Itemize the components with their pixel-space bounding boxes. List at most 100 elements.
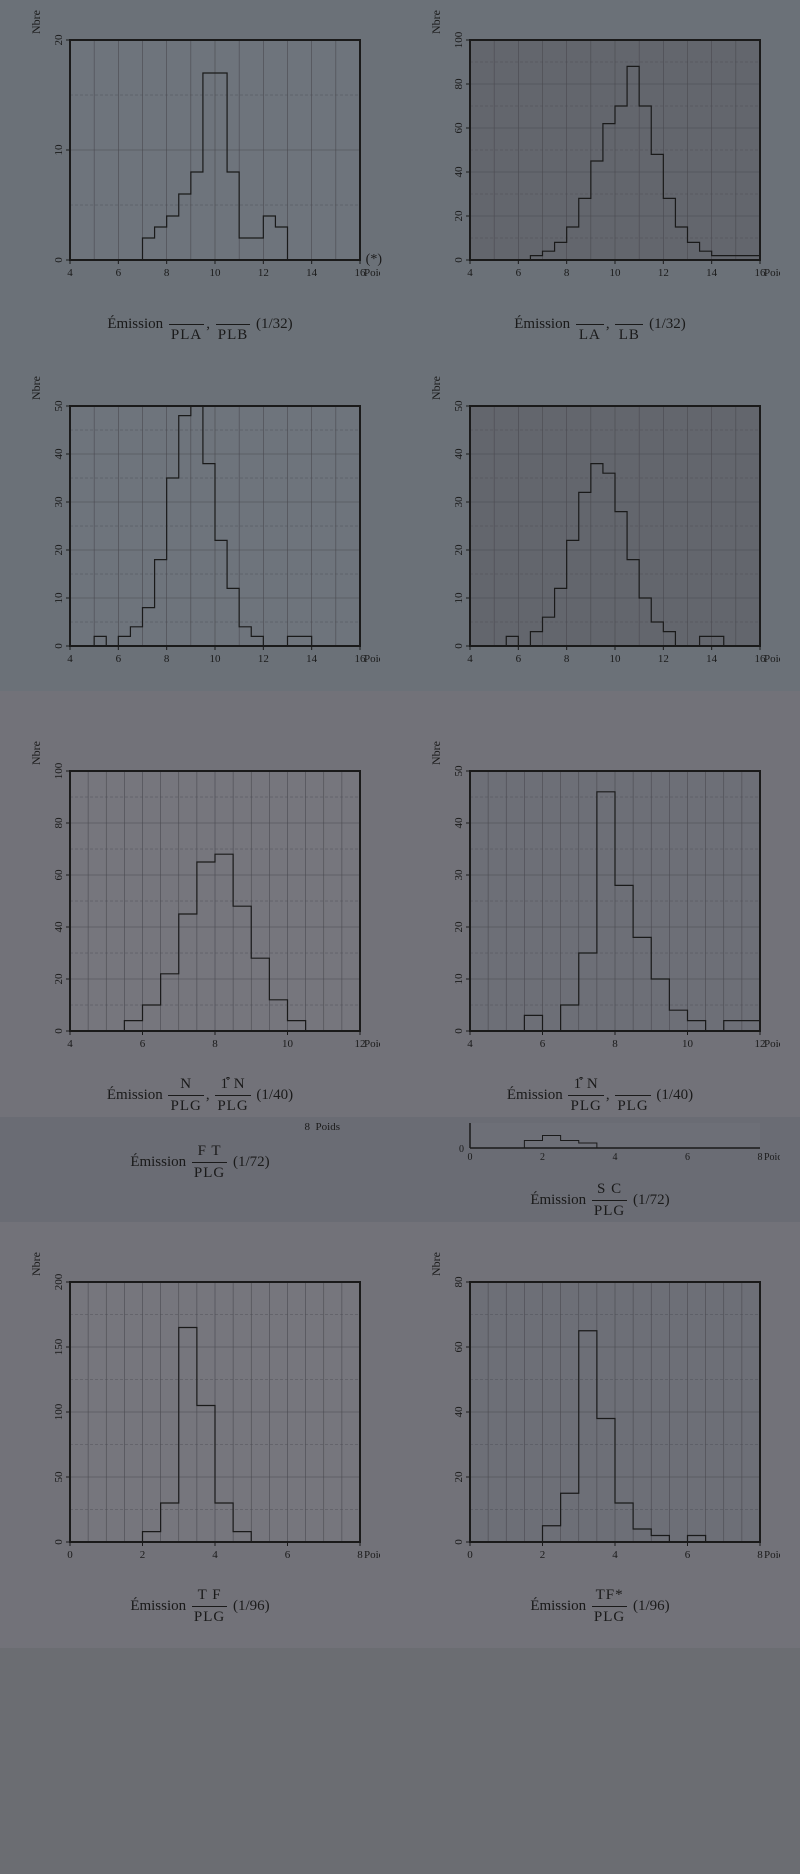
caption-9: Émission TF*PLG (1/96) bbox=[420, 1585, 780, 1628]
svg-text:0: 0 bbox=[453, 1539, 465, 1545]
svg-text:30: 30 bbox=[53, 496, 65, 508]
svg-text:6: 6 bbox=[140, 1038, 146, 1050]
svg-text:60: 60 bbox=[53, 869, 65, 881]
row-frag: 8 Poids Émission F TPLG (1/72) 02468Poid… bbox=[0, 1117, 800, 1222]
svg-text:14: 14 bbox=[306, 653, 318, 665]
caption-7a: Émission F TPLG (1/72) bbox=[20, 1141, 380, 1184]
svg-text:0: 0 bbox=[53, 643, 65, 649]
svg-text:60: 60 bbox=[453, 1341, 465, 1353]
svg-text:50: 50 bbox=[53, 1471, 65, 1483]
svg-text:6: 6 bbox=[516, 653, 522, 665]
svg-text:Poids: Poids bbox=[764, 1549, 780, 1561]
svg-text:10: 10 bbox=[282, 1038, 294, 1050]
svg-text:0: 0 bbox=[53, 1028, 65, 1034]
svg-text:6: 6 bbox=[285, 1549, 291, 1561]
section-4: 02468050100150200PoidsNbre d'ex. Émissio… bbox=[0, 1222, 800, 1648]
row-1: 4681012141601020PoidsNbre d'ex. (*) Émis… bbox=[0, 0, 800, 346]
svg-text:80: 80 bbox=[453, 78, 465, 90]
svg-text:8: 8 bbox=[164, 267, 170, 279]
svg-text:8: 8 bbox=[357, 1549, 363, 1561]
svg-text:8: 8 bbox=[564, 267, 570, 279]
svg-text:4: 4 bbox=[613, 1152, 618, 1163]
svg-text:10: 10 bbox=[453, 592, 465, 604]
svg-text:4: 4 bbox=[67, 653, 73, 665]
svg-text:40: 40 bbox=[453, 448, 465, 460]
svg-text:Nbre d'ex.: Nbre d'ex. bbox=[29, 10, 43, 34]
svg-text:0: 0 bbox=[467, 1549, 473, 1561]
svg-text:Nbre d'ex.: Nbre d'ex. bbox=[429, 1252, 443, 1276]
svg-text:4: 4 bbox=[467, 653, 473, 665]
section-3-frag: 8 Poids Émission F TPLG (1/72) 02468Poid… bbox=[0, 1117, 800, 1222]
svg-text:20: 20 bbox=[53, 34, 65, 46]
chart-8: 02468050100150200PoidsNbre d'ex. Émissio… bbox=[20, 1252, 380, 1628]
svg-text:30: 30 bbox=[453, 496, 465, 508]
chart-7b: 02468Poids0 Émission S CPLG (1/72) bbox=[420, 1121, 780, 1222]
chart-2: 46810121416020406080100PoidsNbre d'ex. É… bbox=[420, 10, 780, 346]
svg-text:6: 6 bbox=[685, 1549, 691, 1561]
svg-text:50: 50 bbox=[453, 400, 465, 412]
svg-text:12: 12 bbox=[658, 653, 669, 665]
row-2: 4681012141601020304050PoidsNbre d'ex. 46… bbox=[0, 346, 800, 691]
chart-9: 02468020406080PoidsNbre d'ex. Émission T… bbox=[420, 1252, 780, 1628]
svg-text:6: 6 bbox=[516, 267, 522, 279]
svg-text:Poids: Poids bbox=[764, 1152, 780, 1163]
svg-text:20: 20 bbox=[453, 210, 465, 222]
chart-4: 4681012141601020304050PoidsNbre d'ex. bbox=[420, 376, 780, 681]
emission-label: Émission bbox=[107, 316, 163, 332]
svg-text:Poids: Poids bbox=[364, 267, 380, 279]
svg-text:6: 6 bbox=[540, 1038, 546, 1050]
caption-6: Émission 1͒ NPLG, PLG (1/40) bbox=[420, 1074, 780, 1117]
asterisk: (*) bbox=[366, 252, 382, 268]
svg-text:4: 4 bbox=[467, 267, 473, 279]
svg-text:200: 200 bbox=[53, 1273, 65, 1290]
svg-text:20: 20 bbox=[453, 544, 465, 556]
chart-1: 4681012141601020PoidsNbre d'ex. (*) Émis… bbox=[20, 10, 380, 346]
caption-7b: Émission S CPLG (1/72) bbox=[420, 1179, 780, 1222]
svg-text:14: 14 bbox=[706, 653, 718, 665]
svg-text:14: 14 bbox=[706, 267, 718, 279]
chart-5: 4681012020406080100PoidsNbre d'ex. Émiss… bbox=[20, 741, 380, 1117]
svg-text:10: 10 bbox=[682, 1038, 694, 1050]
svg-text:4: 4 bbox=[67, 1038, 73, 1050]
svg-text:40: 40 bbox=[453, 166, 465, 178]
svg-text:0: 0 bbox=[453, 257, 465, 263]
svg-text:0: 0 bbox=[453, 1028, 465, 1034]
svg-text:Nbre d'ex.: Nbre d'ex. bbox=[429, 10, 443, 34]
svg-text:40: 40 bbox=[453, 817, 465, 829]
svg-text:Poids: Poids bbox=[764, 1038, 780, 1050]
section-2: 4681012020406080100PoidsNbre d'ex. Émiss… bbox=[0, 691, 800, 1117]
svg-text:10: 10 bbox=[610, 653, 622, 665]
svg-text:12: 12 bbox=[258, 267, 269, 279]
svg-text:Nbre d'ex.: Nbre d'ex. bbox=[29, 376, 43, 400]
svg-text:10: 10 bbox=[53, 144, 65, 156]
svg-text:50: 50 bbox=[453, 765, 465, 777]
svg-text:40: 40 bbox=[53, 921, 65, 933]
svg-text:20: 20 bbox=[53, 544, 65, 556]
svg-text:150: 150 bbox=[53, 1338, 65, 1355]
svg-text:6: 6 bbox=[116, 267, 122, 279]
svg-text:8: 8 bbox=[757, 1549, 763, 1561]
caption-7a-block: 8 Poids Émission F TPLG (1/72) bbox=[20, 1121, 380, 1184]
svg-text:6: 6 bbox=[685, 1152, 690, 1163]
svg-text:Poids: Poids bbox=[364, 653, 380, 665]
svg-text:Poids: Poids bbox=[764, 267, 780, 279]
svg-text:20: 20 bbox=[53, 973, 65, 985]
svg-text:0: 0 bbox=[53, 1539, 65, 1545]
caption-8: Émission T FPLG (1/96) bbox=[20, 1585, 380, 1628]
svg-text:Poids: Poids bbox=[764, 653, 780, 665]
svg-text:40: 40 bbox=[453, 1406, 465, 1418]
svg-text:12: 12 bbox=[658, 267, 669, 279]
svg-text:14: 14 bbox=[306, 267, 318, 279]
svg-text:8: 8 bbox=[164, 653, 170, 665]
svg-text:10: 10 bbox=[453, 973, 465, 985]
svg-text:30: 30 bbox=[453, 869, 465, 881]
svg-text:80: 80 bbox=[453, 1276, 465, 1288]
svg-text:100: 100 bbox=[53, 762, 65, 779]
svg-text:8: 8 bbox=[212, 1038, 218, 1050]
caption-1: Émission PLA, PLB (1/32) bbox=[20, 303, 380, 346]
svg-text:Poids: Poids bbox=[364, 1038, 380, 1050]
svg-text:Nbre d'ex.: Nbre d'ex. bbox=[429, 376, 443, 400]
svg-text:4: 4 bbox=[67, 267, 73, 279]
chart-3: 4681012141601020304050PoidsNbre d'ex. bbox=[20, 376, 380, 681]
svg-text:60: 60 bbox=[453, 122, 465, 134]
